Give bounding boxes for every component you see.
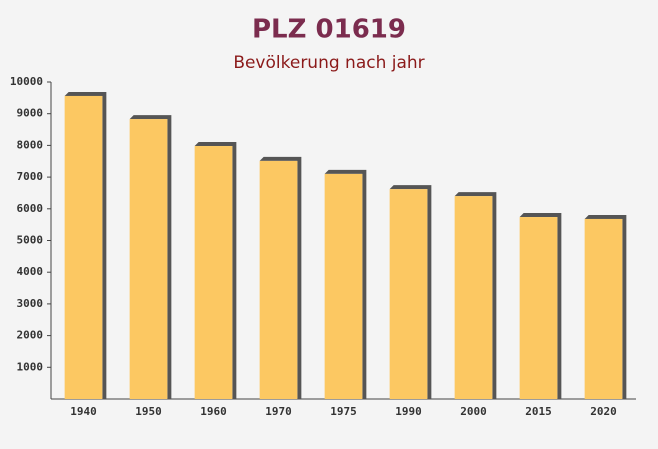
bar [324,173,363,399]
chart-subtitle: Bevölkerung nach jahr [233,53,424,73]
x-tick-label: 1975 [330,405,357,418]
x-tick-label: 2020 [590,405,617,418]
x-tick-label: 1950 [135,405,162,418]
x-tick-label: 2015 [525,405,552,418]
y-tick-label: 9000 [17,107,44,120]
y-tick-label: 10000 [10,75,43,88]
bar [129,119,168,400]
bar [454,196,493,399]
bar [259,160,298,399]
y-tick-label: 2000 [17,329,44,342]
y-tick-label: 7000 [17,170,44,183]
y-tick-label: 8000 [17,138,44,151]
y-tick-label: 5000 [17,234,44,247]
chart-title: PLZ 01619 [252,15,406,45]
y-tick-label: 4000 [17,265,44,278]
x-tick-label: 1970 [265,405,292,418]
x-tick-label: 1960 [200,405,227,418]
bar [584,218,623,399]
y-tick-label: 1000 [17,360,44,373]
bar [64,95,103,399]
x-tick-label: 2000 [460,405,487,418]
bar [194,146,233,399]
x-tick-label: 1940 [70,405,97,418]
y-tick-label: 3000 [17,297,44,310]
bar [519,217,558,399]
x-tick-label: 1990 [395,405,422,418]
y-tick-label: 6000 [17,202,44,215]
bar [389,189,428,399]
